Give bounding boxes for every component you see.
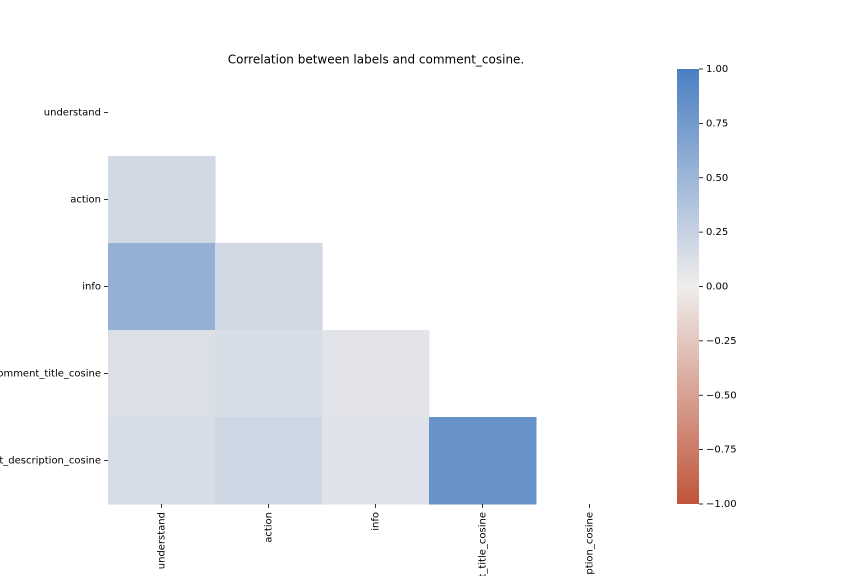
heatmap-cell <box>215 330 323 418</box>
x-tick-label: understand <box>157 512 168 569</box>
heatmap-cell <box>108 417 216 505</box>
heatmap-cell <box>429 417 537 505</box>
colorbar-tick-label: −0.75 <box>706 445 737 456</box>
heatmap-cell <box>108 156 216 244</box>
heatmap-cell <box>322 330 430 418</box>
colorbar-tick-label: 0.75 <box>706 118 728 129</box>
x-tick-label: t_title_cosine <box>478 512 489 576</box>
colorbar <box>677 69 699 504</box>
colorbar-tick-label: −0.25 <box>706 336 737 347</box>
x-tick-label: info <box>371 512 382 531</box>
heatmap-cell <box>108 243 216 331</box>
y-tick-label: info <box>82 282 101 293</box>
heatmap-cell <box>215 243 323 331</box>
y-tick-label: t_description_cosine <box>0 456 101 467</box>
colorbar-tick-label: 0.25 <box>706 227 728 238</box>
y-tick-label: understand <box>44 108 101 119</box>
heatmap-cell <box>215 417 323 505</box>
heatmap-cell <box>322 417 430 505</box>
colorbar-tick-label: 0.50 <box>706 173 728 184</box>
x-tick-label: ption_cosine <box>585 512 596 575</box>
y-tick-label: omment_title_cosine <box>0 369 101 380</box>
heatmap-cell <box>108 330 216 418</box>
y-tick-label: action <box>70 195 101 206</box>
colorbar-tick-label: 0.00 <box>706 282 728 293</box>
chart-title: Correlation between labels and comment_c… <box>228 53 525 67</box>
colorbar-tick-label: −0.50 <box>706 390 737 401</box>
colorbar-tick-label: −1.00 <box>706 499 737 510</box>
x-tick-label: action <box>264 512 275 543</box>
colorbar-tick-label: 1.00 <box>706 64 728 75</box>
